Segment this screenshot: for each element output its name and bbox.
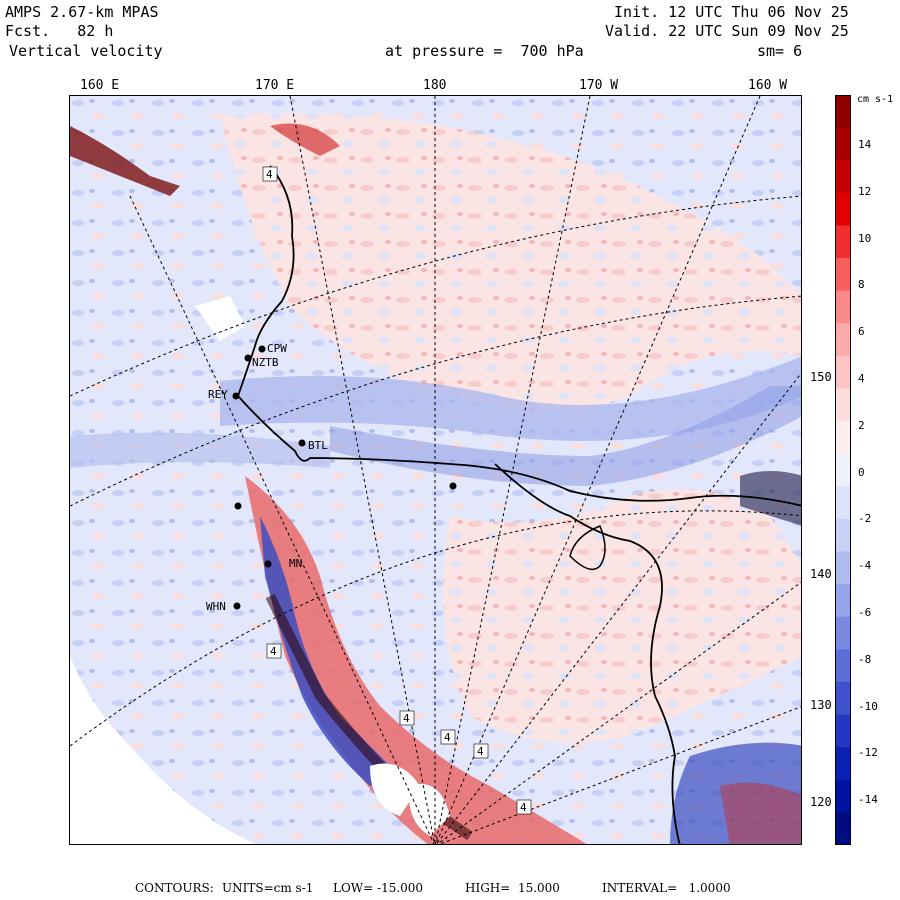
colorbar-tick-label: -4 — [858, 559, 872, 573]
mountain-descent-zone — [260, 516, 400, 786]
station-label-btl: BTL — [308, 439, 328, 452]
descent-band-1 — [220, 356, 801, 441]
colorbar-swatch — [835, 95, 851, 129]
footer-units: UNITS=cm s-1 — [222, 881, 314, 895]
northwest-ridge-field — [70, 126, 180, 196]
ice-patch-1 — [195, 296, 245, 341]
station-label-cpw: CPW — [267, 342, 287, 355]
station-label-nztb: NZTB — [252, 356, 279, 369]
colorbar-tick-label: 12 — [858, 184, 872, 198]
colorbar-swatch — [835, 616, 851, 650]
smoothing-value: sm= 6 — [757, 42, 803, 60]
contour-labels: 4 4 4 4 4 4 — [266, 168, 527, 814]
colorbar-swatch — [835, 551, 851, 585]
footer-interval: INTERVAL= 1.0000 — [602, 881, 731, 895]
colorbar-swatch — [835, 355, 851, 389]
variable-name: Vertical velocity — [9, 42, 163, 60]
lon-label-160e: 160 E — [80, 78, 120, 93]
lon-label-180: 180 — [423, 78, 447, 93]
lon-label-160w: 160 W — [748, 78, 788, 93]
colorbar-tick-label: -10 — [858, 699, 878, 713]
contour-label: 4 — [270, 645, 277, 658]
colorbar-swatch — [835, 453, 851, 487]
colorbar-tick-label: 6 — [858, 325, 865, 339]
colorbar-swatch — [835, 421, 851, 455]
lon-label-170e: 170 E — [255, 78, 295, 93]
colorbar-swatch — [835, 747, 851, 781]
colorbar-tick-label: 0 — [858, 465, 865, 479]
colorbar-tick-label: 4 — [858, 372, 865, 385]
colorbar-swatch — [835, 127, 851, 161]
contour-label-boxes — [262, 166, 532, 815]
out-of-domain-region — [70, 656, 256, 844]
colorbar-tick-label: 14 — [858, 138, 872, 151]
footer-high: HIGH= 15.000 — [465, 881, 560, 895]
pressure-level: at pressure = 700 hPa — [385, 42, 584, 60]
colorbar-swatch — [835, 388, 851, 422]
footer-low: LOW= -15.000 — [333, 881, 424, 895]
ice-patch-3 — [409, 784, 450, 836]
station-label-rey: REY — [208, 388, 228, 401]
colorbar-swatch — [835, 258, 851, 292]
colorbar-tick-label: -2 — [858, 512, 872, 526]
station-label-mn: MN — [289, 557, 303, 570]
colorbar-tick-label: 8 — [858, 278, 865, 292]
colorbar-swatch — [835, 486, 851, 520]
colorbar-tick-label: 10 — [858, 231, 872, 245]
colorbar-swatch — [835, 649, 851, 683]
valid-time: Valid. 22 UTC Sun 09 Nov 25 — [605, 22, 849, 40]
colorbar-swatch — [835, 290, 851, 324]
descent-band-3 — [330, 386, 801, 486]
colorbar-tick-label: -14 — [858, 793, 878, 807]
vertical-velocity-map: 4 4 4 4 4 4 — [69, 95, 802, 845]
contour-label: 4 — [403, 712, 410, 725]
contour-label: 4 — [477, 745, 484, 758]
forecast-hour: Fcst. 82 h — [5, 22, 114, 40]
station-label-whn: WHN — [206, 600, 226, 613]
colorbar-swatch — [835, 584, 851, 618]
ascent-region-ice-shelf — [443, 489, 801, 743]
lon-label-170w: 170 W — [579, 78, 619, 93]
island-outline — [569, 525, 606, 571]
colorbar-swatch — [835, 681, 851, 716]
colorbar-swatch — [835, 160, 851, 194]
model-title: AMPS 2.67-km MPAS — [5, 3, 159, 21]
coastline — [236, 165, 801, 844]
descent-band-2 — [70, 432, 330, 468]
east-dense-contours — [740, 471, 801, 526]
colorbar-tick-label: -12 — [858, 746, 878, 760]
colorbar-tick-label: -8 — [858, 652, 872, 666]
footer-contours: CONTOURS: — [135, 881, 214, 895]
colorbar-units: cm s-1 — [857, 94, 894, 105]
southeast-ascent-zone — [720, 782, 801, 844]
colorbar — [835, 95, 851, 845]
contour-label: 4 — [266, 168, 273, 181]
station-markers — [232, 345, 457, 610]
north-ascent-patch — [270, 123, 340, 156]
colorbar-swatch — [835, 225, 851, 259]
contour-label: 4 — [444, 731, 451, 744]
colorbar-swatch — [835, 192, 851, 226]
colorbar-tick-label: -6 — [858, 606, 872, 619]
init-time: Init. 12 UTC Thu 06 Nov 25 — [614, 3, 849, 21]
colorbar-swatch — [835, 714, 851, 748]
contour-label: 4 — [520, 801, 527, 814]
ascent-region-north — [220, 113, 801, 411]
colorbar-swatch — [835, 779, 851, 813]
colorbar-swatch — [835, 323, 851, 357]
map-canvas: 4 4 4 4 4 4 — [70, 96, 801, 844]
ice-patch-2 — [370, 763, 420, 816]
colorbar-swatch — [835, 812, 851, 845]
colorbar-tick-label: 2 — [858, 418, 865, 432]
colorbar-swatch — [835, 518, 851, 553]
